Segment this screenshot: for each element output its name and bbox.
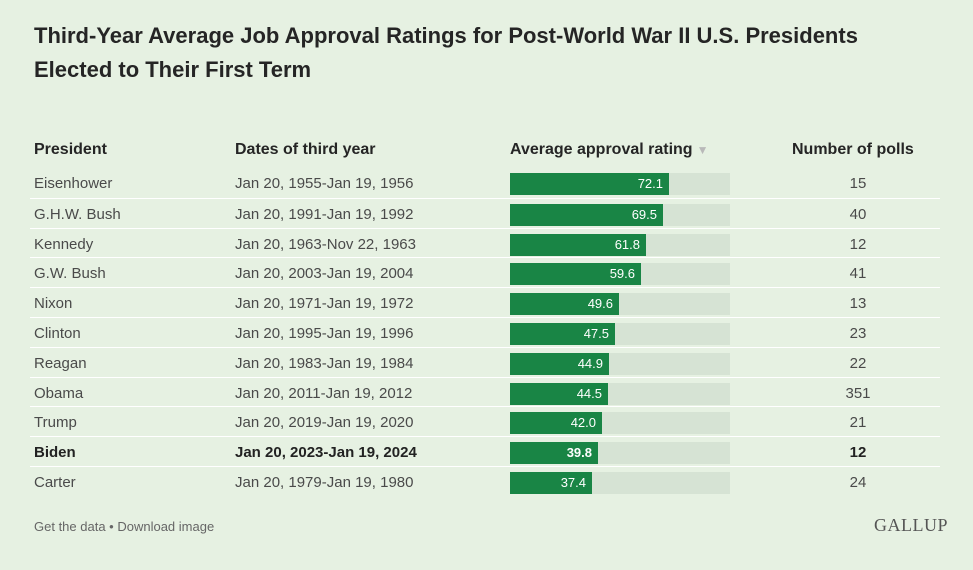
approval-value-label: 61.8 — [614, 236, 640, 252]
approval-bar-track: 61.8 — [510, 233, 730, 256]
president-name: Carter — [34, 473, 76, 491]
approval-bar — [510, 203, 663, 226]
third-year-dates: Jan 20, 1995-Jan 19, 1996 — [235, 324, 414, 342]
approval-bar — [510, 471, 592, 494]
approval-bar-track: 37.4 — [510, 471, 730, 494]
number-of-polls: 23 — [849, 324, 867, 342]
approval-value-label: 37.4 — [560, 474, 586, 490]
approval-bar — [510, 173, 669, 195]
third-year-dates: Jan 20, 2023-Jan 19, 2024 — [235, 444, 417, 462]
president-name: Clinton — [34, 324, 81, 342]
table-row: Eisenhower Jan 20, 1955-Jan 19, 1956 72.1 1… — [30, 168, 940, 198]
table-row: Kennedy Jan 20, 1963-Nov 22, 1963 61.8 12 — [30, 227, 940, 258]
approval-value-label: 39.8 — [566, 445, 592, 461]
sort-descending-icon[interactable]: ▼ — [696, 143, 709, 157]
president-name: Trump — [34, 414, 77, 432]
president-name: Biden — [34, 444, 76, 462]
number-of-polls: 15 — [849, 175, 867, 192]
column-header-president[interactable]: President — [34, 141, 107, 158]
table-row: Trump Jan 20, 2019-Jan 19, 2020 42.0 21 — [30, 406, 940, 436]
number-of-polls: 41 — [849, 265, 867, 283]
approval-bar-track: 49.6 — [510, 293, 730, 316]
approval-bar — [510, 322, 615, 345]
number-of-polls: 12 — [849, 444, 867, 462]
president-name: Kennedy — [34, 235, 94, 253]
approval-bar-track: 59.6 — [510, 263, 730, 286]
number-of-polls: 351 — [845, 384, 871, 402]
number-of-polls: 40 — [849, 205, 867, 223]
approval-bar-track: 47.5 — [510, 322, 730, 345]
table-row: Nixon Jan 20, 1971-Jan 19, 1972 49.6 13 — [30, 287, 940, 317]
column-header-dates[interactable]: Dates of third year — [235, 141, 376, 158]
approval-bar — [510, 293, 619, 316]
approval-value-label: 44.9 — [577, 355, 603, 371]
president-name: Eisenhower — [34, 175, 113, 192]
third-year-dates: Jan 20, 1955-Jan 19, 1956 — [235, 175, 414, 192]
approval-value-label: 42.0 — [570, 415, 596, 431]
approval-bar-track: 69.5 — [510, 203, 730, 226]
approval-table-body: Eisenhower Jan 20, 1955-Jan 19, 1956 72.1 1… — [30, 168, 940, 496]
third-year-dates: Jan 20, 1971-Jan 19, 1972 — [235, 295, 414, 313]
third-year-dates: Jan 20, 1979-Jan 19, 1980 — [235, 473, 414, 491]
table-row: G.W. Bush Jan 20, 2003-Jan 19, 2004 59.6 41 — [30, 257, 940, 287]
approval-bar-track: 39.8 — [510, 442, 730, 465]
third-year-dates: Jan 20, 2003-Jan 19, 2004 — [235, 265, 414, 283]
chart-title: Third-Year Average Job Approval Ratings … — [34, 23, 858, 82]
table-row: Clinton Jan 20, 1995-Jan 19, 1996 47.5 23 — [30, 316, 940, 347]
approval-bar-track: 44.5 — [510, 382, 730, 405]
gallup-logo: GALLUP — [874, 515, 948, 535]
number-of-polls: 13 — [849, 295, 867, 313]
approval-bar — [510, 382, 608, 405]
approval-bar-track: 42.0 — [510, 412, 730, 435]
president-name: G.W. Bush — [34, 265, 106, 283]
approval-value-label: 47.5 — [583, 325, 609, 341]
table-row: Reagan Jan 20, 1983-Jan 19, 1984 44.9 22 — [30, 346, 940, 377]
president-name: Reagan — [34, 354, 87, 372]
footer-separator: • — [105, 519, 118, 534]
number-of-polls: 24 — [849, 473, 867, 491]
number-of-polls: 22 — [849, 354, 867, 372]
approval-bar — [510, 263, 641, 286]
approval-bar — [510, 352, 609, 375]
footer-links: Get the data • Download image — [34, 519, 214, 534]
number-of-polls: 12 — [849, 235, 867, 253]
third-year-dates: Jan 20, 2011-Jan 19, 2012 — [235, 384, 413, 402]
column-header-approval-label: Average approval rating — [510, 141, 693, 158]
approval-bar-track: 44.9 — [510, 352, 730, 375]
president-name: G.H.W. Bush — [34, 205, 121, 223]
download-image-link[interactable]: Download image — [117, 519, 215, 534]
table-row: Carter Jan 20, 1979-Jan 19, 1980 37.4 24 — [30, 465, 940, 496]
approval-value-label: 49.6 — [587, 296, 613, 312]
table-row: Obama Jan 20, 2011-Jan 19, 2012 44.5 351 — [30, 376, 940, 407]
approval-value-label: 72.1 — [637, 176, 663, 191]
approval-bar-track: 72.1 — [510, 173, 730, 195]
approval-value-label: 44.5 — [576, 385, 602, 401]
table-row: G.H.W. Bush Jan 20, 1991-Jan 19, 1992 69.5… — [30, 197, 940, 228]
approval-bar — [510, 442, 598, 465]
third-year-dates: Jan 20, 1991-Jan 19, 1992 — [235, 205, 414, 223]
third-year-dates: Jan 20, 2019-Jan 19, 2020 — [235, 414, 414, 432]
approval-bar — [510, 233, 646, 256]
get-data-link[interactable]: Get the data — [34, 519, 106, 534]
approval-value-label: 59.6 — [609, 266, 635, 282]
approval-bar — [510, 412, 602, 435]
table-row: Biden Jan 20, 2023-Jan 19, 2024 39.8 12 — [30, 436, 940, 466]
column-header-polls[interactable]: Number of polls — [792, 141, 914, 158]
third-year-dates: Jan 20, 1983-Jan 19, 1984 — [235, 354, 414, 372]
third-year-dates: Jan 20, 1963-Nov 22, 1963 — [235, 235, 416, 253]
president-name: Nixon — [34, 295, 73, 313]
column-header-approval[interactable]: Average approval rating ▼ — [510, 141, 708, 159]
president-name: Obama — [34, 384, 84, 402]
number-of-polls: 21 — [849, 414, 867, 432]
approval-value-label: 69.5 — [631, 206, 657, 222]
